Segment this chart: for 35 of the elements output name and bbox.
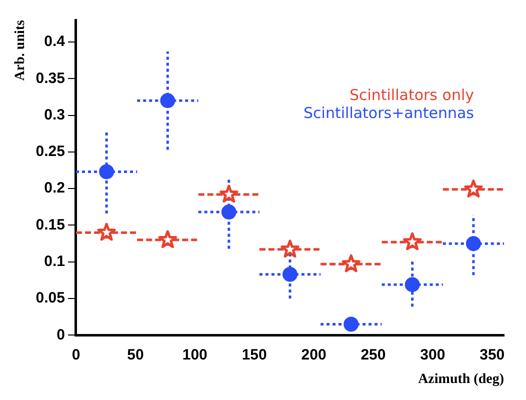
- x-tick-label: 50: [127, 346, 144, 364]
- x-tick-label: 300: [420, 346, 446, 364]
- y-tick-label: 0.15: [36, 216, 65, 234]
- x-tick-label: 200: [301, 346, 326, 364]
- point: [99, 164, 114, 180]
- y-tick-label: 0.2: [44, 180, 65, 197]
- point: [158, 230, 177, 248]
- y-tick-label: 0.35: [36, 70, 65, 87]
- x-tick-label: 0: [72, 346, 80, 364]
- point: [280, 240, 300, 258]
- y-tick-label: 0.25: [36, 143, 65, 160]
- text: Scintillators+antennas: [304, 104, 474, 122]
- x-tick-label: 100: [182, 346, 208, 364]
- x-axis-title: Azimuth (deg): [418, 372, 504, 388]
- point: [282, 266, 298, 282]
- y-tick-label: 0.05: [36, 290, 65, 307]
- point: [160, 93, 176, 108]
- point: [342, 254, 360, 272]
- text: Scintillators only: [349, 86, 474, 104]
- x-tick-label: 350: [480, 346, 505, 364]
- point: [221, 204, 236, 220]
- point: [403, 232, 422, 250]
- point: [404, 277, 420, 292]
- x-tick-label: 250: [360, 346, 386, 364]
- y-tick-label: 0.3: [44, 106, 65, 124]
- point: [466, 236, 481, 252]
- y-axis-title: Arb. units: [13, 19, 28, 81]
- point: [97, 222, 116, 241]
- point: [464, 180, 483, 198]
- y-tick-label: 0.1: [44, 253, 65, 270]
- x-tick-label: 150: [242, 346, 267, 364]
- point: [344, 316, 359, 332]
- point: [220, 184, 238, 203]
- y-tick-label: 0: [56, 326, 65, 344]
- y-tick-label: 0.4: [44, 33, 66, 50]
